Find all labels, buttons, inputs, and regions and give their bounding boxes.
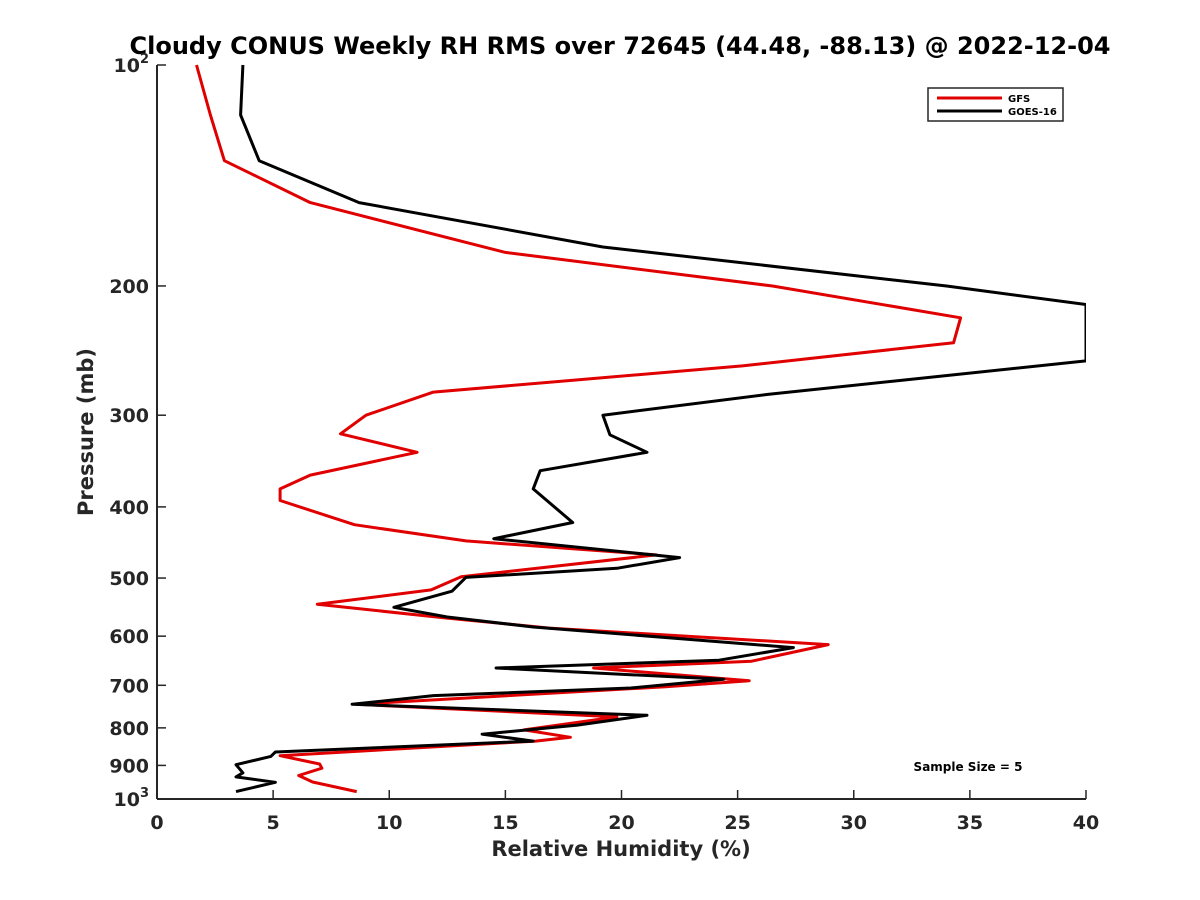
series-line-goes-16 <box>234 64 1086 794</box>
series-line-gfs <box>195 64 963 794</box>
x-tick-label: 10 <box>376 812 402 834</box>
legend-entry: GOES-16 <box>1008 107 1057 118</box>
legend: GFS GOES-16 <box>927 87 1064 122</box>
sample-size-annotation: Sample Size = 5 <box>914 760 1023 774</box>
series-layer <box>195 64 1086 794</box>
x-tick-label: 30 <box>841 812 867 834</box>
y-axis-label: Pressure (mb) <box>74 348 98 516</box>
x-tick-label: 15 <box>492 812 518 834</box>
y-tick-label: 400 <box>109 497 149 519</box>
x-tick-label: 35 <box>957 812 983 834</box>
y-tick-label: 300 <box>109 405 149 427</box>
ticks-layer: 0 5 10 15 20 25 30 35 40 102 200 300 400 500 600 700 800… <box>109 52 1099 834</box>
x-tick-label: 0 <box>150 812 163 834</box>
y-tick-label: 103 <box>114 786 150 811</box>
x-tick-label: 40 <box>1073 812 1099 834</box>
legend-entry: GFS <box>1008 94 1030 105</box>
x-tick-label: 25 <box>724 812 750 834</box>
y-tick-label: 900 <box>109 755 149 777</box>
y-tick-label: 700 <box>109 675 149 697</box>
y-tick-label: 500 <box>109 568 149 590</box>
chart-title: Cloudy CONUS Weekly RH RMS over 72645 (4… <box>130 32 1111 60</box>
x-axis-label: Relative Humidity (%) <box>491 837 750 861</box>
y-tick-label: 800 <box>109 718 149 740</box>
y-tick-label: 600 <box>109 626 149 648</box>
legend-box <box>927 87 1064 122</box>
y-tick-label: 102 <box>114 52 150 77</box>
x-tick-label: 5 <box>267 812 280 834</box>
x-tick-label: 20 <box>608 812 634 834</box>
y-tick-label: 200 <box>109 276 149 298</box>
